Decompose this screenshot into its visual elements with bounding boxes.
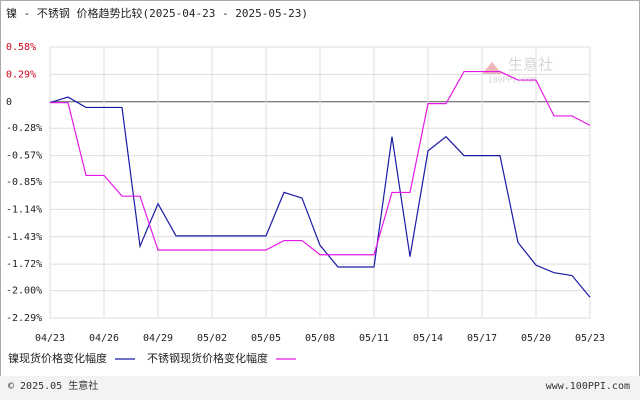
y-tick-label: -2.29% bbox=[6, 313, 42, 324]
chart-title: 镍 - 不锈钢 价格趋势比较(2025-04-23 - 2025-05-23) bbox=[6, 6, 308, 20]
x-tick-label: 05/02 bbox=[197, 333, 227, 344]
x-tick-label: 05/14 bbox=[413, 333, 443, 344]
x-tick-label: 05/08 bbox=[305, 333, 335, 344]
legend-label: 不锈钢现货价格变化幅度 bbox=[147, 351, 268, 365]
legend-label: 镍现货价格变化幅度 bbox=[8, 351, 107, 365]
series-line bbox=[49, 96, 591, 298]
x-tick-label: 04/29 bbox=[143, 333, 173, 344]
y-tick-label: -1.14% bbox=[6, 204, 42, 215]
y-tick-label: -0.28% bbox=[6, 123, 42, 134]
x-tick-label: 05/23 bbox=[575, 333, 605, 344]
y-tick-label: -1.43% bbox=[6, 232, 42, 243]
x-tick-label: 05/05 bbox=[251, 333, 281, 344]
footer-bar bbox=[0, 376, 640, 400]
x-tick-label: 04/23 bbox=[35, 333, 65, 344]
x-tick-label: 05/11 bbox=[359, 333, 389, 344]
y-tick-label: 0.58% bbox=[6, 42, 36, 53]
y-tick-label: 0.29% bbox=[6, 69, 36, 80]
footer-copyright: © 2025.05 生意社 bbox=[8, 379, 98, 392]
x-tick-label: 04/26 bbox=[89, 333, 119, 344]
x-tick-label: 05/20 bbox=[521, 333, 551, 344]
y-tick-label: -2.00% bbox=[6, 286, 42, 297]
watermark-brand: 生意社 bbox=[508, 56, 553, 74]
y-tick-label: -1.72% bbox=[6, 259, 42, 270]
footer-site: www.100PPI.com bbox=[546, 381, 630, 392]
y-tick-label: -0.57% bbox=[6, 151, 42, 162]
y-tick-label: 0 bbox=[6, 97, 12, 108]
series-line bbox=[50, 70, 591, 256]
x-tick-label: 05/17 bbox=[467, 333, 497, 344]
watermark-site: 100PPI.COM bbox=[488, 76, 536, 85]
y-tick-label: -0.85% bbox=[6, 177, 42, 188]
